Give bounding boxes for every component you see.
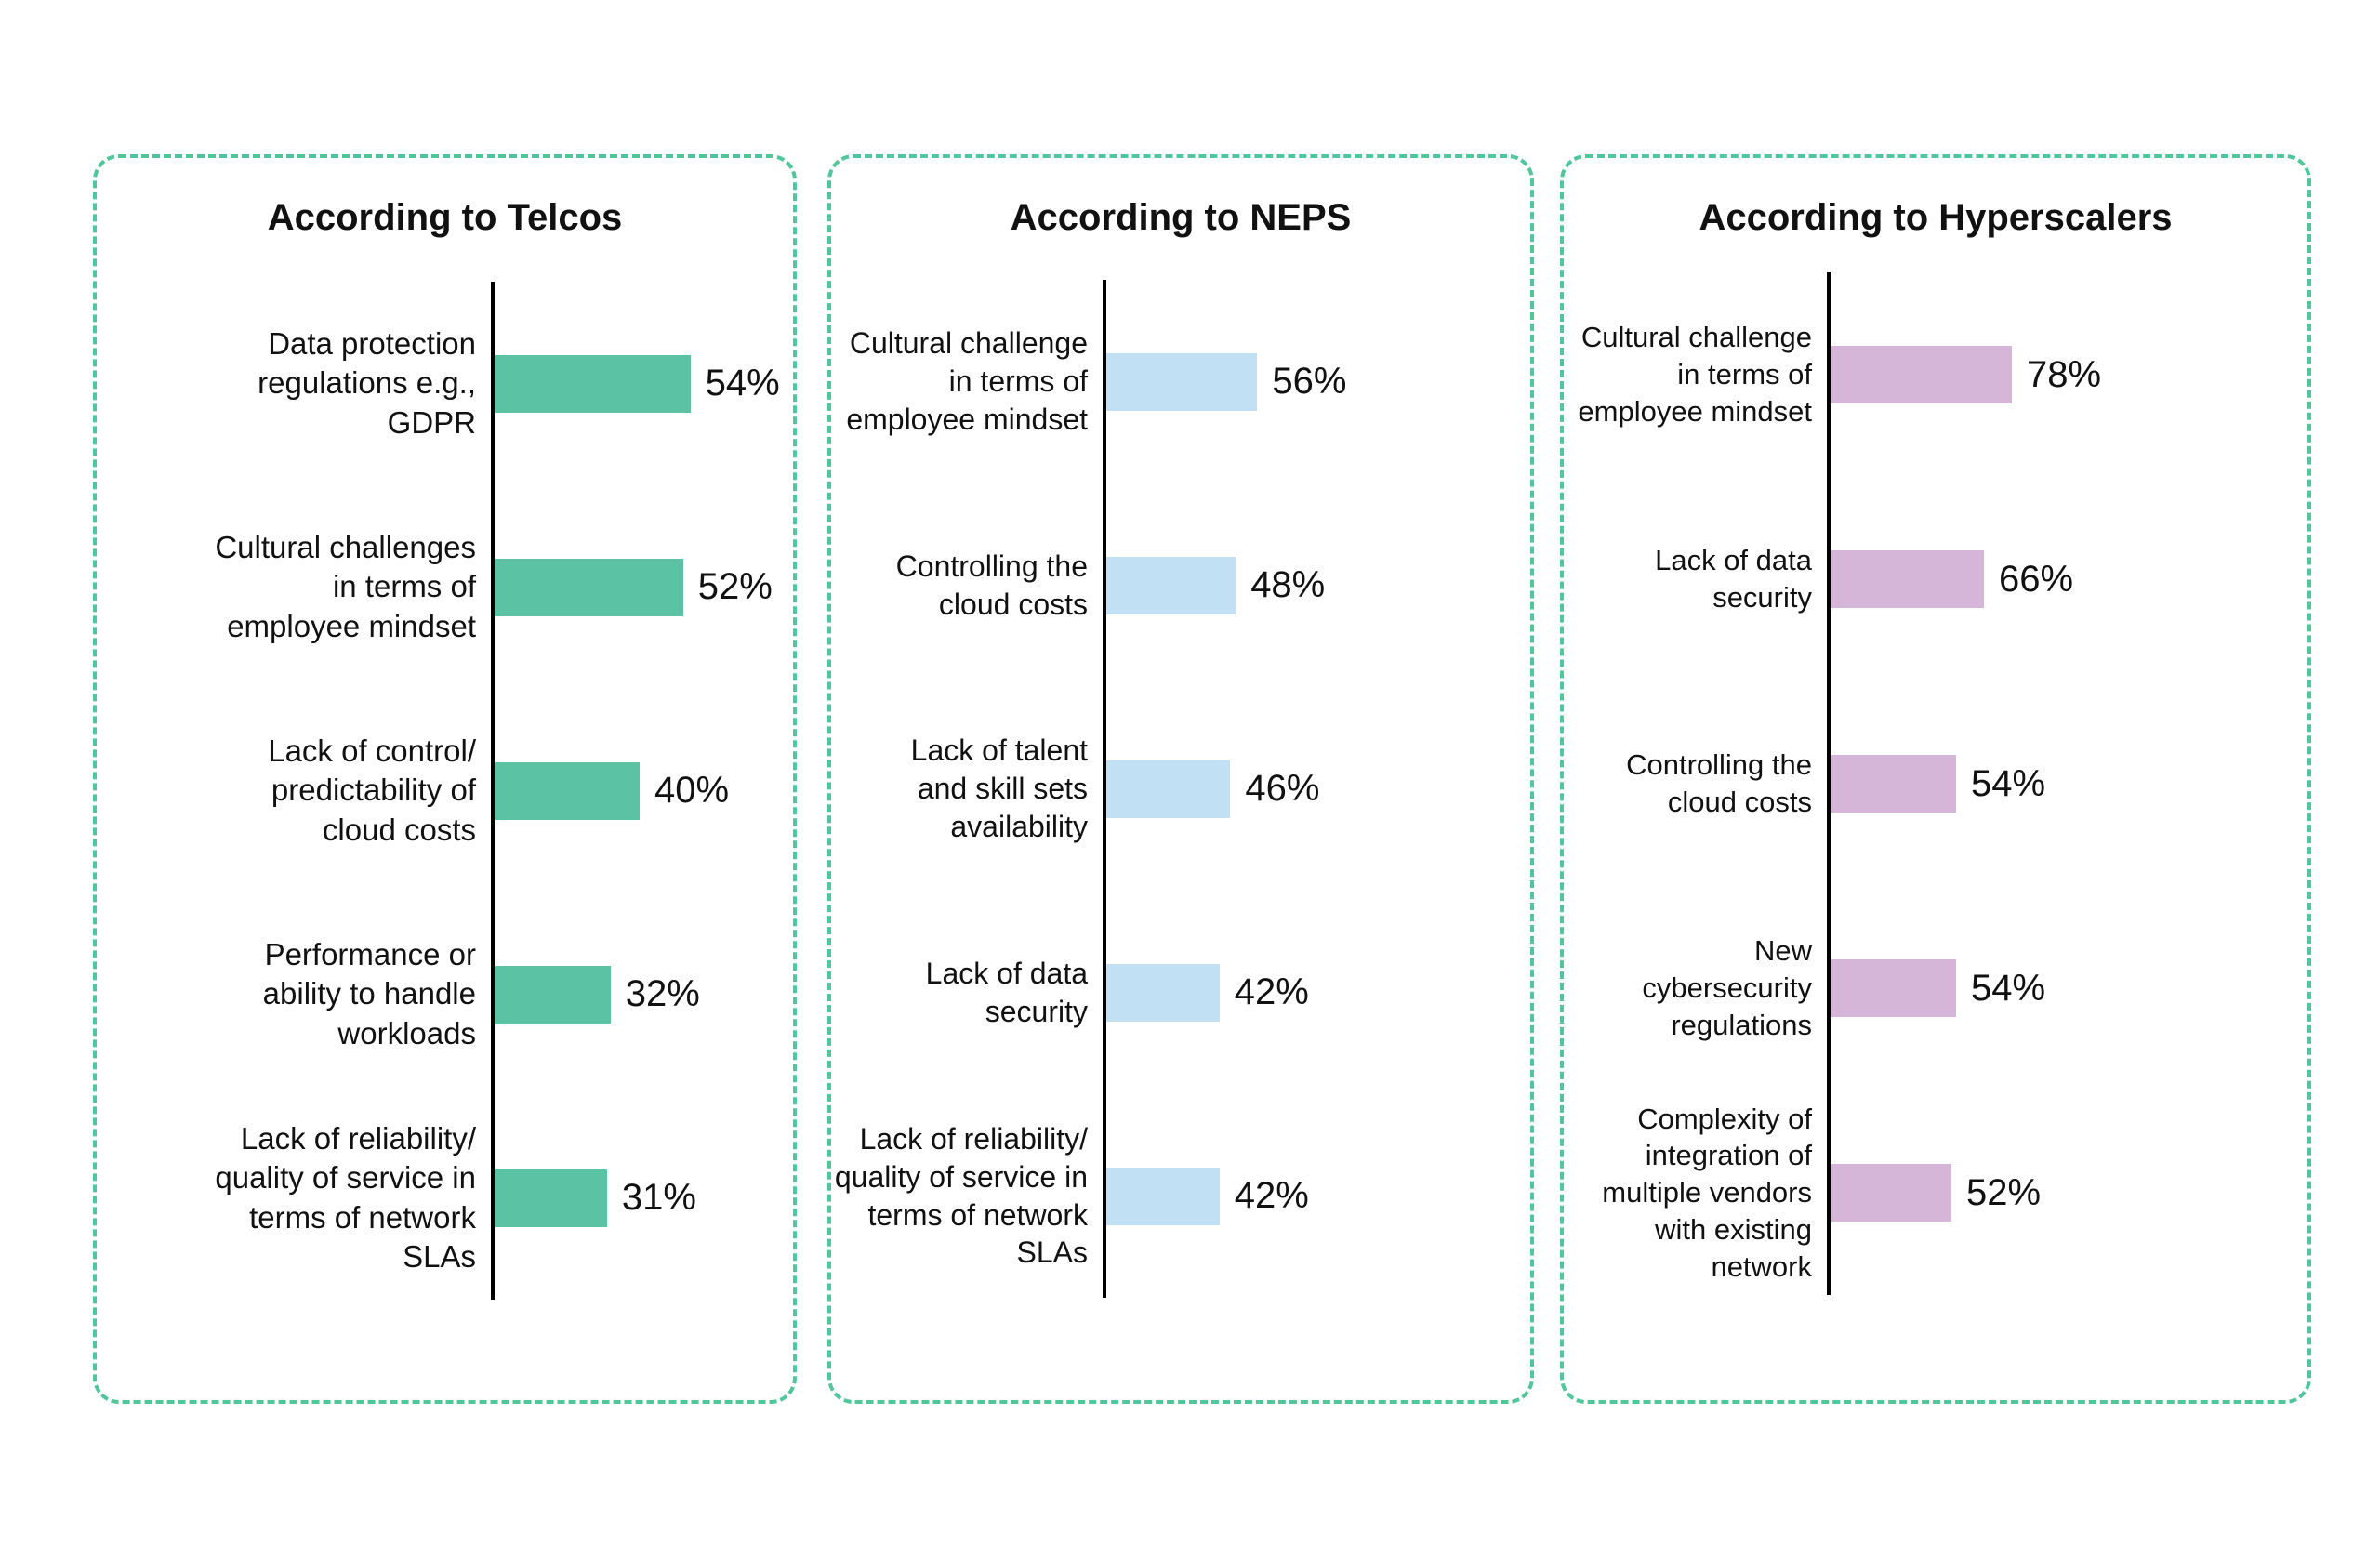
bar [1106,556,1236,614]
bar-row: Performance or ability to handle workloa… [97,892,793,1096]
bar-row: Lack of control/ predictability of cloud… [97,689,793,892]
value-label: 40% [654,770,730,811]
bar [1831,1164,1951,1222]
bar-track: 31% [491,1096,793,1300]
bar-track: 52% [1827,1090,2307,1295]
bar-track: 42% [1103,1094,1530,1298]
panel-title-telcos: According to Telcos [267,197,623,238]
value-label: 54% [1971,762,2046,804]
category-label: Lack of data security [1655,544,1812,614]
category-label: Lack of reliability/ quality of service … [215,1121,476,1274]
bar-chart-neps: Cultural challenge in terms of employee … [831,280,1530,1298]
category-label: Lack of data security [925,956,1088,1028]
category-label: Cultural challenges in terms of employee… [215,530,476,643]
bar-track: 54% [1827,681,2307,886]
category-label: Lack of talent and skill sets availabili… [910,733,1088,843]
bar-track: 46% [1103,687,1530,891]
bar [1106,760,1231,818]
bar-row: Cultural challenge in terms of employee … [1564,272,2307,477]
bar-track: 54% [1827,886,2307,1090]
panel-telcos: According to Telcos Data protection regu… [93,154,797,1404]
bar [495,1169,607,1227]
value-label: 66% [1999,558,2074,600]
bar-track: 66% [1827,477,2307,681]
bar-row: Lack of data security 66% [1564,477,2307,681]
category-label: Cultural challenge in terms of employee … [846,326,1088,436]
bar-row: New cybersecurity regulations 54% [1564,886,2307,1090]
bar-track: 42% [1103,891,1530,1094]
bar [495,354,691,413]
bar [1831,550,1984,608]
bar [1106,963,1220,1022]
bar [495,761,640,820]
bar [1106,352,1258,411]
value-label: 54% [705,363,780,403]
bar-chart-hyperscalers: Cultural challenge in terms of employee … [1564,272,2307,1295]
bar-track: 48% [1103,483,1530,687]
bar-row: Lack of reliability/ quality of service … [97,1096,793,1300]
bar [1831,959,1956,1017]
value-label: 42% [1234,971,1309,1012]
value-label: 56% [1272,361,1347,402]
bar-track: 56% [1103,280,1530,483]
bar-row: Controlling the cloud costs 54% [1564,681,2307,886]
value-label: 31% [621,1177,696,1218]
bar-row: Cultural challenge in terms of employee … [831,280,1530,483]
value-label: 78% [2027,353,2102,395]
panel-title-neps: According to NEPS [1010,197,1352,238]
value-label: 54% [1971,967,2046,1009]
value-label: 52% [697,566,773,607]
bar [1831,755,1956,813]
bar [1831,346,2012,403]
bar-row: Lack of talent and skill sets availabili… [831,687,1530,891]
bar-row: Complexity of integration of multiple ve… [1564,1090,2307,1295]
bar-row: Lack of reliability/ quality of service … [831,1094,1530,1298]
value-label: 46% [1245,768,1320,809]
category-label: Complexity of integration of multiple ve… [1602,1102,1812,1283]
bar-row: Controlling the cloud costs 48% [831,483,1530,687]
category-label: Controlling the cloud costs [895,548,1088,621]
bar-track: 52% [491,485,793,689]
category-label: Lack of reliability/ quality of service … [834,1121,1088,1270]
bar [1106,1167,1220,1225]
bar-track: 32% [491,892,793,1096]
bar [495,965,611,1024]
bar-row: Cultural challenges in terms of employee… [97,485,793,689]
bar-row: Data protection regulations e.g., GDPR 5… [97,282,793,485]
bar-track: 54% [491,282,793,485]
panel-neps: According to NEPS Cultural challenge in … [827,154,1534,1404]
category-label: Controlling the cloud costs [1626,748,1812,818]
bar-track: 78% [1827,272,2307,477]
bar-row: Lack of data security 42% [831,891,1530,1094]
category-label: New cybersecurity regulations [1642,934,1812,1041]
category-label: Performance or ability to handle workloa… [262,937,476,1050]
value-label: 42% [1234,1175,1309,1216]
panel-title-hyperscalers: According to Hyperscalers [1699,197,2173,238]
category-label: Lack of control/ predictability of cloud… [268,733,476,847]
value-label: 52% [1966,1171,2042,1213]
value-label: 32% [625,973,700,1014]
category-label: Cultural challenge in terms of employee … [1578,321,1812,428]
panel-hyperscalers: According to Hyperscalers Cultural chall… [1560,154,2311,1404]
category-label: Data protection regulations e.g., GDPR [258,326,476,440]
value-label: 48% [1250,564,1326,605]
bar-track: 40% [491,689,793,892]
bar [495,558,683,616]
bar-chart-telcos: Data protection regulations e.g., GDPR 5… [97,282,793,1300]
